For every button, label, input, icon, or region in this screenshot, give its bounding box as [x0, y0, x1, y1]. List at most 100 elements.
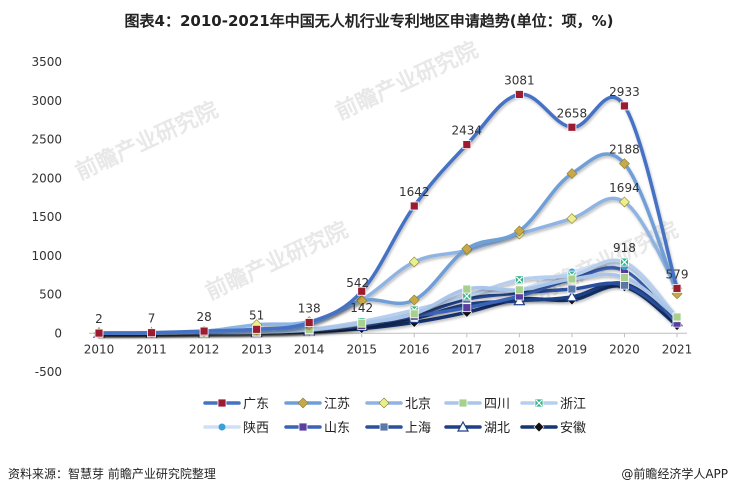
watermark-text: 前瞻产业研究院 — [72, 97, 223, 186]
x-tick-label: 2013 — [241, 342, 272, 356]
legend-item: 安徽 — [520, 421, 586, 436]
data-label: 2658 — [557, 106, 588, 120]
data-point — [619, 196, 630, 208]
x-tick-label: 2015 — [346, 342, 377, 356]
data-point — [462, 140, 472, 150]
legend-item: 北京 — [365, 397, 431, 412]
legend-label: 广东 — [243, 397, 269, 412]
data-point — [619, 158, 630, 170]
legend-item: 上海 — [365, 421, 431, 436]
watermark-text: 前瞻产业研究院 — [332, 37, 483, 126]
data-point — [566, 213, 578, 224]
legend-marker — [458, 398, 468, 408]
legend-item: 浙江 — [520, 397, 586, 412]
data-point — [462, 303, 472, 313]
series-湖北 — [92, 277, 684, 338]
legend-label: 北京 — [405, 397, 431, 412]
x-tick-label: 2016 — [399, 342, 430, 356]
data-point — [252, 324, 262, 334]
data-point — [672, 312, 682, 322]
legend-item: 湖北 — [444, 420, 510, 436]
data-point — [356, 295, 368, 307]
data-label: 1642 — [399, 185, 430, 199]
legend-marker — [378, 397, 390, 409]
legend-label: 山东 — [324, 421, 350, 436]
y-tick-label: 2500 — [31, 133, 62, 147]
source-note: 资料来源：智慧芽 前瞻产业研究院整理 — [8, 467, 216, 481]
chart-title: 图表4：2010-2021年中国无人机行业专利地区申请趋势(单位：项，%) — [124, 12, 614, 30]
data-point — [566, 168, 578, 180]
legend-marker — [297, 397, 309, 409]
y-tick-label: 1000 — [31, 249, 62, 263]
data-label: 51 — [249, 308, 264, 322]
legend-label: 上海 — [405, 421, 431, 436]
y-tick-label: -500 — [35, 365, 62, 379]
y-tick-label: 3500 — [31, 55, 62, 69]
data-point — [514, 285, 524, 295]
data-label: 7 — [148, 312, 156, 326]
data-point — [567, 284, 577, 294]
x-tick-label: 2012 — [189, 342, 220, 356]
data-point — [672, 283, 682, 293]
y-tick-label: 1500 — [31, 210, 62, 224]
y-tick-label: 2000 — [31, 171, 62, 185]
data-labels: 2 7 28 51 138 542 1642 2434 3081 2658 2933 579 142 21… — [95, 73, 688, 326]
data-point — [620, 280, 629, 290]
legend-label: 安徽 — [560, 421, 586, 436]
series-广东 — [94, 90, 682, 338]
annotation-label: 2188 — [609, 143, 640, 157]
data-point — [357, 318, 367, 328]
legend-item: 陕西 — [203, 421, 269, 436]
x-tick-label: 2018 — [504, 342, 535, 356]
data-label: 28 — [196, 310, 211, 324]
legend-marker — [379, 422, 389, 432]
x-tick-label: 2010 — [84, 342, 115, 356]
legend-marker — [298, 422, 308, 432]
legend-label: 湖北 — [484, 421, 510, 436]
data-point — [513, 225, 525, 237]
data-point — [357, 286, 367, 296]
data-point-cross — [621, 258, 628, 266]
legend-item: 四川 — [444, 397, 510, 412]
data-point — [514, 90, 524, 99]
series-line — [97, 284, 679, 335]
watermark-text: 前瞻产业研究院 — [202, 217, 353, 306]
data-point-cross — [463, 292, 471, 300]
data-point — [620, 101, 629, 111]
legend-marker — [217, 398, 227, 408]
x-tick-label: 2014 — [294, 342, 325, 356]
data-point — [567, 122, 577, 132]
data-point — [408, 294, 420, 306]
legend-item: 山东 — [284, 421, 350, 436]
y-tick-label: 3000 — [31, 94, 62, 108]
data-point — [409, 201, 419, 211]
legend-item: 广东 — [203, 397, 269, 412]
data-label: 138 — [298, 302, 321, 316]
data-point — [567, 274, 577, 284]
series-江苏 — [93, 152, 683, 339]
brand-credit: @前瞻经济学人APP — [621, 467, 728, 481]
annotation-label: 918 — [613, 241, 636, 255]
data-point — [94, 328, 104, 338]
x-tick-label: 2017 — [452, 342, 483, 356]
legend-marker-cross — [535, 399, 543, 407]
series-line — [97, 152, 679, 335]
data-point — [147, 328, 156, 338]
data-point — [408, 256, 420, 268]
data-label: 2434 — [452, 124, 483, 138]
legend-label: 浙江 — [560, 397, 586, 412]
x-tick-label: 2021 — [662, 342, 693, 356]
data-point — [304, 318, 314, 327]
data-label: 2 — [95, 312, 103, 326]
series-layer — [92, 90, 684, 339]
axes: -500 0 500 1000 1500 2000 2500 3000 3500 2010 2011… — [31, 55, 692, 379]
data-point — [462, 284, 472, 294]
x-tick-label: 2011 — [136, 342, 167, 356]
legend-marker — [456, 420, 470, 432]
data-label: 579 — [666, 267, 689, 281]
legend-label: 四川 — [484, 397, 510, 412]
legend-item: 江苏 — [284, 396, 350, 412]
data-point — [199, 326, 209, 336]
